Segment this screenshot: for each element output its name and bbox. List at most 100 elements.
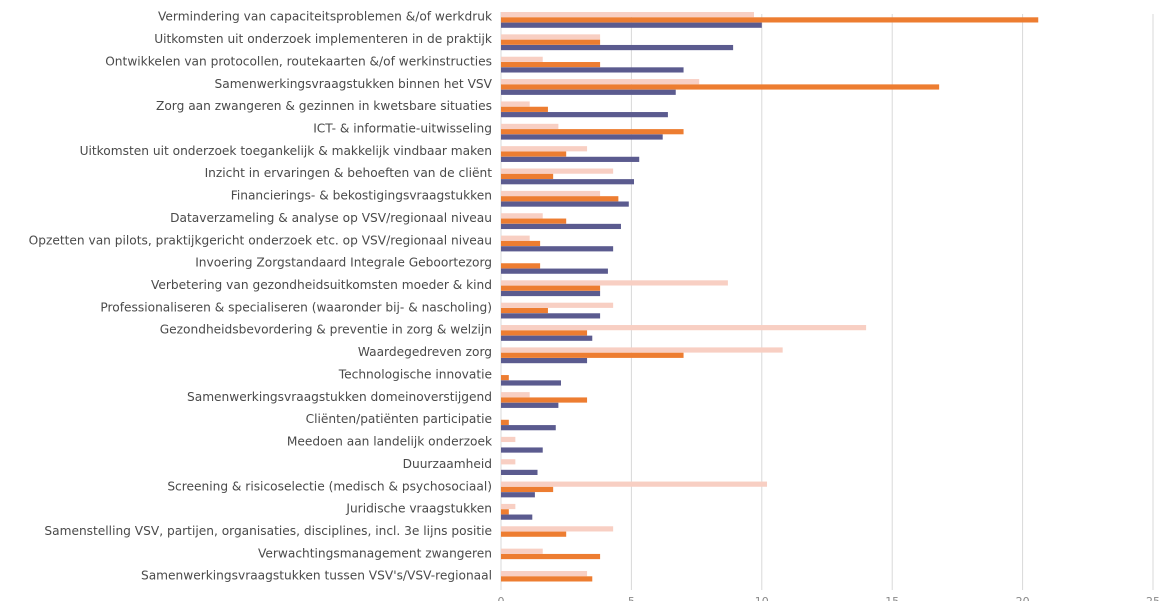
category-label: Samenwerkingsvraagstukken binnen het VSV — [214, 77, 492, 91]
bar — [501, 459, 516, 465]
x-tick-label: 5 — [628, 595, 635, 601]
bar — [501, 56, 543, 62]
x-axis-ticks: 0 5 10 15 20 25 — [498, 595, 1161, 605]
bar — [501, 481, 768, 487]
category-label: Uitkomsten uit onderzoek toegankelijk & … — [80, 144, 492, 158]
category-label: Samenstelling VSV, partijen, organisatie… — [44, 524, 492, 538]
bar — [501, 347, 783, 353]
bar — [501, 223, 621, 230]
category-label: Ontwikkelen van protocollen, routekaarte… — [105, 54, 492, 68]
bar — [501, 492, 535, 498]
category-label: Financierings- & bekostigingsvraagstukke… — [231, 189, 492, 203]
bar — [501, 307, 548, 314]
category-label: Opzetten van pilots, praktijkgericht ond… — [29, 233, 492, 247]
category-label: Vermindering van capaciteitsproblemen &/… — [158, 10, 493, 24]
bar — [501, 280, 728, 286]
bar — [501, 134, 663, 140]
bar — [501, 302, 614, 308]
category-label: Gezondheidsbevordering & preventie in zo… — [160, 323, 492, 337]
bar — [501, 425, 556, 431]
category-label: ICT- & informatie-uitwisseling — [313, 122, 492, 136]
bar — [501, 330, 588, 336]
bar — [501, 106, 548, 112]
category-label: Inzicht in ervaringen & behoeften van de… — [205, 166, 493, 180]
bar — [501, 436, 516, 443]
x-tick-label: 20 — [1016, 595, 1030, 601]
category-label: Waardegedreven zorg — [358, 345, 492, 359]
bar — [501, 44, 734, 51]
bars — [501, 12, 1039, 582]
bar — [501, 486, 554, 493]
bar — [501, 196, 619, 202]
bar — [501, 526, 614, 532]
category-label: Screening & risicoselectie (medisch & ps… — [167, 479, 492, 493]
bar — [501, 375, 509, 381]
bar — [501, 213, 543, 219]
category-label: Samenwerkingsvraagstukken tussen VSV's/V… — [141, 569, 492, 583]
category-label: Cliënten/patiënten participatie — [306, 412, 492, 426]
bar — [501, 514, 533, 520]
bar — [501, 12, 754, 18]
bar — [501, 576, 593, 582]
bar — [501, 419, 509, 425]
bar — [501, 402, 559, 408]
bar — [501, 290, 601, 297]
bar — [501, 268, 608, 274]
bar — [501, 17, 1039, 23]
category-label: Zorg aan zwangeren & gezinnen in kwetsba… — [156, 99, 492, 113]
bar — [501, 101, 530, 107]
bar — [501, 156, 640, 162]
bar — [501, 548, 543, 554]
bar — [501, 79, 700, 85]
category-label: Juridische vraagstukken — [345, 502, 492, 516]
bar — [501, 352, 684, 358]
category-label: Samenwerkingsvraagstukken domeinoverstij… — [187, 390, 492, 404]
bar — [501, 129, 684, 135]
bar — [501, 34, 601, 40]
bar — [501, 553, 601, 560]
bar — [501, 358, 588, 364]
x-tick-label: 15 — [885, 595, 899, 601]
category-label: Uitkomsten uit onderzoek implementeren i… — [154, 32, 493, 46]
category-label: Invoering Zorgstandaard Integrale Geboor… — [195, 256, 492, 270]
bar — [501, 89, 676, 95]
bar — [501, 151, 567, 157]
bar — [501, 263, 541, 269]
category-label: Dataverzameling & analyse op VSV/regiona… — [170, 211, 492, 225]
bar — [501, 246, 614, 252]
category-label: Meedoen aan landelijk onderzoek — [287, 435, 493, 449]
category-label: Verwachtingsmanagement zwangeren — [258, 546, 492, 560]
bar — [501, 190, 601, 197]
category-label: Duurzaamheid — [403, 457, 492, 471]
bar — [501, 313, 601, 319]
x-tick-label: 10 — [755, 595, 769, 601]
bar — [501, 531, 567, 537]
bar — [501, 469, 538, 475]
x-tick-label: 25 — [1146, 595, 1160, 601]
bar — [501, 380, 561, 386]
bar — [501, 503, 516, 510]
bar — [501, 397, 588, 403]
bar — [501, 335, 593, 341]
category-labels: Vermindering van capaciteitsproblemen &/… — [29, 10, 493, 583]
bar — [501, 112, 668, 118]
bar — [501, 62, 601, 68]
bar — [501, 235, 530, 241]
bar — [501, 447, 543, 453]
bar — [501, 22, 762, 28]
bar — [501, 84, 940, 90]
bar — [501, 201, 629, 207]
bar — [501, 392, 530, 398]
bar — [501, 39, 601, 45]
bar — [501, 325, 867, 331]
bar — [501, 173, 554, 180]
category-label: Verbetering van gezondheidsuitkomsten mo… — [151, 278, 492, 292]
bar — [501, 179, 635, 185]
bar — [501, 67, 684, 73]
category-label: Technologische innovatie — [338, 367, 492, 381]
bar — [501, 571, 588, 577]
bar — [501, 218, 567, 224]
bar — [501, 123, 559, 129]
